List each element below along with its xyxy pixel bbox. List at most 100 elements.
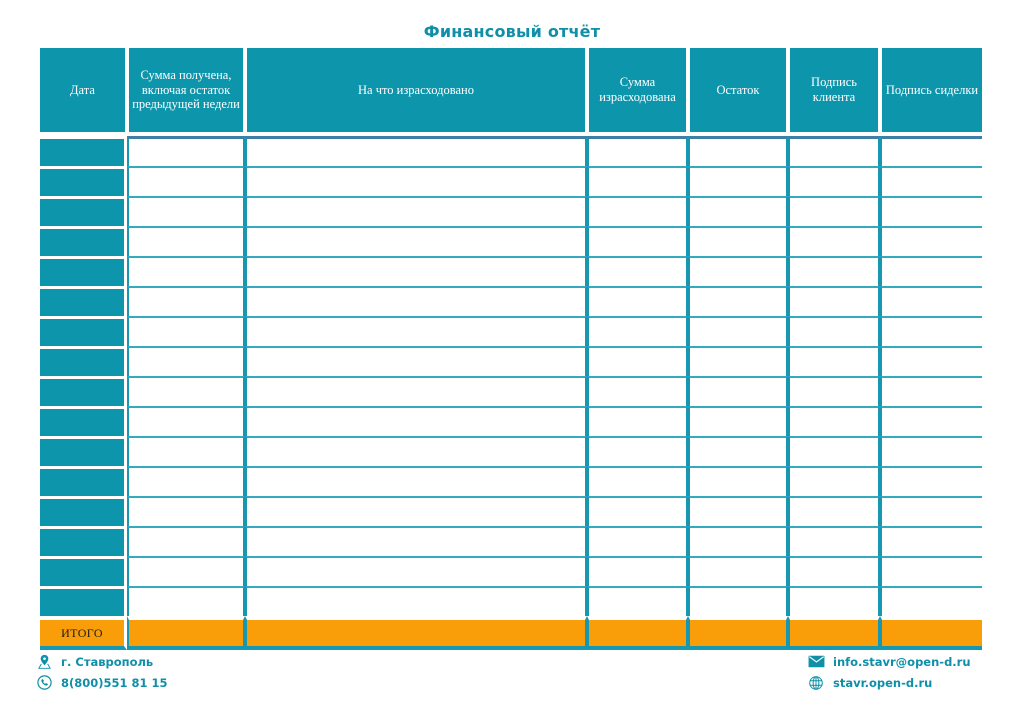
cell-date[interactable] <box>40 556 127 586</box>
cell-spent_on[interactable] <box>245 376 587 406</box>
cell-sign_client[interactable] <box>788 406 880 436</box>
cell-amount[interactable] <box>587 406 688 436</box>
cell-sign_carer[interactable] <box>880 196 982 226</box>
cell-balance[interactable] <box>688 286 788 316</box>
cell-date[interactable] <box>40 346 127 376</box>
cell-spent_on[interactable] <box>245 346 587 376</box>
cell-sign_client[interactable] <box>788 316 880 346</box>
cell-sign_carer[interactable] <box>880 286 982 316</box>
cell-sign_carer[interactable] <box>880 136 982 166</box>
cell-spent_on[interactable] <box>245 136 587 166</box>
cell-balance[interactable] <box>688 256 788 286</box>
cell-date[interactable] <box>40 196 127 226</box>
cell-date[interactable] <box>40 496 127 526</box>
cell-amount[interactable] <box>587 526 688 556</box>
cell-sign_client[interactable] <box>788 166 880 196</box>
cell-amount[interactable] <box>587 286 688 316</box>
cell-balance[interactable] <box>688 376 788 406</box>
cell-sign_carer[interactable] <box>880 316 982 346</box>
cell-balance[interactable] <box>688 346 788 376</box>
cell-balance[interactable] <box>688 166 788 196</box>
cell-amount[interactable] <box>587 556 688 586</box>
cell-sign_carer[interactable] <box>880 406 982 436</box>
cell-sign_client[interactable] <box>788 196 880 226</box>
cell-date[interactable] <box>40 436 127 466</box>
cell-spent_on[interactable] <box>245 556 587 586</box>
total-cell-sign-carer[interactable] <box>880 616 982 650</box>
cell-sign_client[interactable] <box>788 466 880 496</box>
cell-received[interactable] <box>127 286 245 316</box>
cell-sign_client[interactable] <box>788 376 880 406</box>
cell-received[interactable] <box>127 226 245 256</box>
cell-sign_client[interactable] <box>788 526 880 556</box>
cell-date[interactable] <box>40 526 127 556</box>
cell-spent_on[interactable] <box>245 316 587 346</box>
cell-sign_client[interactable] <box>788 346 880 376</box>
cell-sign_carer[interactable] <box>880 586 982 616</box>
cell-balance[interactable] <box>688 136 788 166</box>
cell-balance[interactable] <box>688 196 788 226</box>
cell-sign_carer[interactable] <box>880 256 982 286</box>
cell-sign_carer[interactable] <box>880 496 982 526</box>
cell-sign_carer[interactable] <box>880 166 982 196</box>
total-cell-amount[interactable] <box>587 616 688 650</box>
cell-date[interactable] <box>40 466 127 496</box>
cell-amount[interactable] <box>587 496 688 526</box>
cell-received[interactable] <box>127 556 245 586</box>
cell-sign_carer[interactable] <box>880 226 982 256</box>
cell-received[interactable] <box>127 166 245 196</box>
cell-amount[interactable] <box>587 346 688 376</box>
cell-spent_on[interactable] <box>245 166 587 196</box>
cell-sign_client[interactable] <box>788 226 880 256</box>
cell-sign_carer[interactable] <box>880 376 982 406</box>
cell-received[interactable] <box>127 316 245 346</box>
cell-received[interactable] <box>127 586 245 616</box>
cell-sign_client[interactable] <box>788 136 880 166</box>
cell-received[interactable] <box>127 376 245 406</box>
cell-sign_client[interactable] <box>788 586 880 616</box>
cell-amount[interactable] <box>587 376 688 406</box>
cell-amount[interactable] <box>587 586 688 616</box>
cell-balance[interactable] <box>688 556 788 586</box>
cell-balance[interactable] <box>688 436 788 466</box>
total-cell-received[interactable] <box>127 616 245 650</box>
footer-phone-line[interactable]: 8(800)551 81 15 <box>34 672 168 693</box>
cell-spent_on[interactable] <box>245 256 587 286</box>
cell-amount[interactable] <box>587 436 688 466</box>
cell-sign_carer[interactable] <box>880 556 982 586</box>
total-cell-sign-client[interactable] <box>788 616 880 650</box>
cell-date[interactable] <box>40 136 127 166</box>
cell-amount[interactable] <box>587 466 688 496</box>
cell-date[interactable] <box>40 406 127 436</box>
cell-sign_client[interactable] <box>788 436 880 466</box>
cell-sign_client[interactable] <box>788 286 880 316</box>
cell-date[interactable] <box>40 586 127 616</box>
cell-received[interactable] <box>127 196 245 226</box>
cell-sign_carer[interactable] <box>880 466 982 496</box>
cell-sign_carer[interactable] <box>880 436 982 466</box>
cell-spent_on[interactable] <box>245 286 587 316</box>
cell-sign_carer[interactable] <box>880 346 982 376</box>
cell-balance[interactable] <box>688 496 788 526</box>
cell-balance[interactable] <box>688 466 788 496</box>
cell-spent_on[interactable] <box>245 586 587 616</box>
cell-sign_client[interactable] <box>788 496 880 526</box>
total-cell-balance[interactable] <box>688 616 788 650</box>
cell-balance[interactable] <box>688 316 788 346</box>
cell-received[interactable] <box>127 436 245 466</box>
cell-amount[interactable] <box>587 196 688 226</box>
cell-amount[interactable] <box>587 226 688 256</box>
cell-sign_client[interactable] <box>788 256 880 286</box>
cell-sign_carer[interactable] <box>880 526 982 556</box>
cell-balance[interactable] <box>688 406 788 436</box>
cell-received[interactable] <box>127 406 245 436</box>
cell-date[interactable] <box>40 256 127 286</box>
cell-date[interactable] <box>40 166 127 196</box>
cell-balance[interactable] <box>688 226 788 256</box>
cell-balance[interactable] <box>688 586 788 616</box>
cell-spent_on[interactable] <box>245 496 587 526</box>
cell-spent_on[interactable] <box>245 196 587 226</box>
cell-amount[interactable] <box>587 256 688 286</box>
cell-date[interactable] <box>40 316 127 346</box>
cell-received[interactable] <box>127 526 245 556</box>
